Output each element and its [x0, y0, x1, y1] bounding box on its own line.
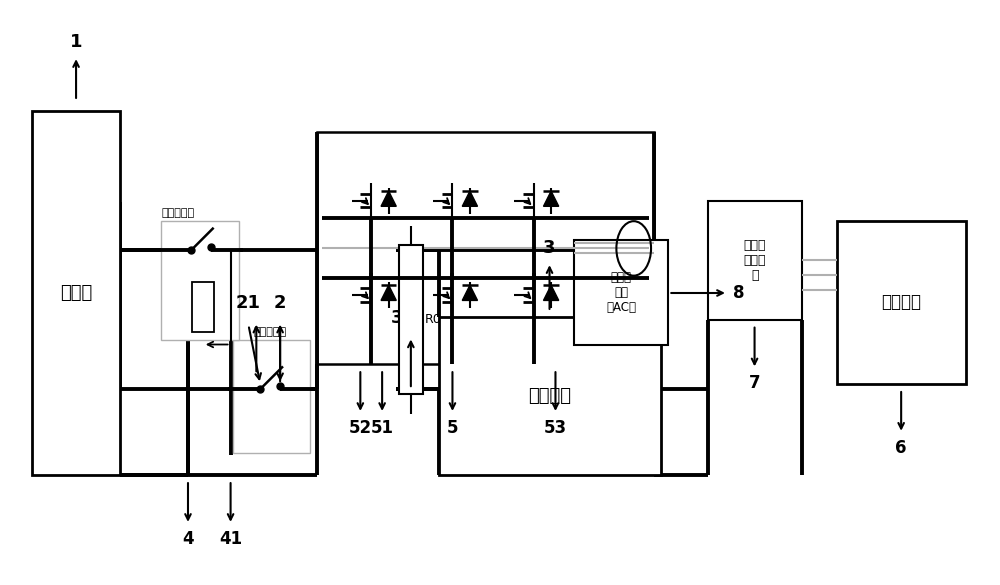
Text: 41: 41	[219, 530, 242, 548]
Bar	[837, 221, 966, 384]
Text: 动力电池: 动力电池	[529, 387, 572, 405]
Text: 1: 1	[70, 33, 82, 51]
Bar	[574, 240, 668, 345]
Bar	[192, 282, 214, 332]
Text: 51: 51	[371, 419, 394, 437]
Text: R0: R0	[425, 313, 441, 326]
Text: 驱动电
机继电
器: 驱动电 机继电 器	[744, 239, 766, 282]
Text: 驱动电机: 驱动电机	[881, 294, 921, 311]
Text: 3: 3	[543, 239, 556, 257]
Text: 4: 4	[182, 530, 194, 548]
Polygon shape	[543, 191, 559, 207]
Bar	[317, 132, 654, 364]
Bar	[439, 316, 661, 475]
Polygon shape	[543, 285, 559, 301]
Text: 7: 7	[749, 374, 760, 392]
Polygon shape	[462, 191, 478, 207]
Text: 53: 53	[544, 419, 567, 437]
Text: 8: 8	[733, 284, 744, 302]
Bar	[708, 201, 802, 320]
Bar	[161, 221, 239, 339]
Polygon shape	[381, 191, 396, 207]
Text: 2: 2	[274, 294, 286, 312]
Polygon shape	[381, 285, 396, 301]
Text: 加热继电器: 加热继电器	[161, 208, 194, 218]
Text: 加热维
电器
（AC）: 加热维 电器 （AC）	[606, 271, 636, 314]
Text: 6: 6	[895, 439, 907, 457]
Bar	[399, 246, 423, 394]
Polygon shape	[462, 285, 478, 301]
Text: 52: 52	[349, 419, 372, 437]
Text: 充电继电器: 充电继电器	[254, 326, 287, 336]
Bar	[32, 111, 120, 475]
Bar	[233, 339, 310, 453]
Text: 31: 31	[390, 309, 415, 326]
Text: 充电桩: 充电桩	[60, 284, 92, 302]
Text: 21: 21	[236, 294, 261, 312]
Text: 5: 5	[447, 419, 458, 437]
